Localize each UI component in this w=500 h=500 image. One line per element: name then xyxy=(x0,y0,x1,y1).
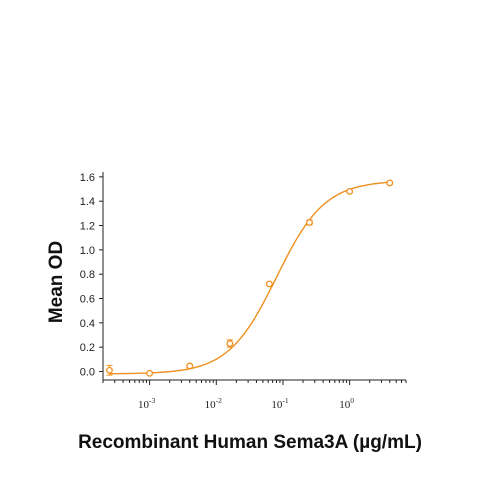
axis-labels: Mean OD Recombinant Human Sema3A (µg/mL) xyxy=(46,241,422,453)
data-point xyxy=(306,219,313,226)
data-point xyxy=(106,364,113,376)
y-tick-label: 1.2 xyxy=(80,221,95,233)
y-tick-label: 0.0 xyxy=(80,366,95,378)
data-point xyxy=(386,179,394,187)
y-tick-label: 0.8 xyxy=(80,269,95,281)
data-marker xyxy=(306,219,313,226)
data-points-layer xyxy=(106,179,394,377)
data-marker xyxy=(386,179,394,187)
y-tick-label: 0.6 xyxy=(80,294,95,306)
data-marker xyxy=(146,369,154,377)
fit-curve-layer xyxy=(109,181,390,375)
fit-curve xyxy=(109,181,390,375)
x-tick-base: 10 xyxy=(271,399,283,411)
data-point xyxy=(346,188,354,195)
y-axis-title: Mean OD xyxy=(46,241,67,323)
x-tick-label: 10-1 xyxy=(271,396,288,411)
y-tick-label: 1.4 xyxy=(80,196,95,208)
x-tick-base: 10 xyxy=(205,399,217,411)
data-marker xyxy=(346,188,354,195)
x-tick-label: 10-2 xyxy=(205,396,222,411)
data-point xyxy=(186,362,194,370)
y-tick-label: 0.2 xyxy=(80,342,95,354)
data-marker xyxy=(106,366,113,374)
data-marker xyxy=(186,362,194,370)
y-tick-label: 1.6 xyxy=(80,172,95,184)
data-point xyxy=(146,369,154,377)
data-marker xyxy=(265,280,273,288)
x-tick-label: 100 xyxy=(339,396,354,411)
y-tick-label: 0.4 xyxy=(80,318,95,330)
x-tick-base: 10 xyxy=(339,399,351,411)
x-tick-exponent: -3 xyxy=(149,396,155,405)
x-tick-base: 10 xyxy=(138,399,150,411)
y-tick-label: 1.0 xyxy=(80,245,95,257)
data-point xyxy=(265,280,273,288)
data-point xyxy=(226,339,234,348)
x-tick-exponent: -1 xyxy=(282,396,288,405)
x-tick-exponent: 0 xyxy=(350,396,354,405)
x-tick-exponent: -2 xyxy=(216,396,222,405)
data-marker xyxy=(226,340,234,347)
axes: 0.00.20.40.60.81.01.21.41.610-3 10-2 10-1 1… xyxy=(80,172,407,411)
x-tick-label: 10-3 xyxy=(138,396,155,411)
x-axis-title: Recombinant Human Sema3A (µg/mL) xyxy=(78,432,422,453)
